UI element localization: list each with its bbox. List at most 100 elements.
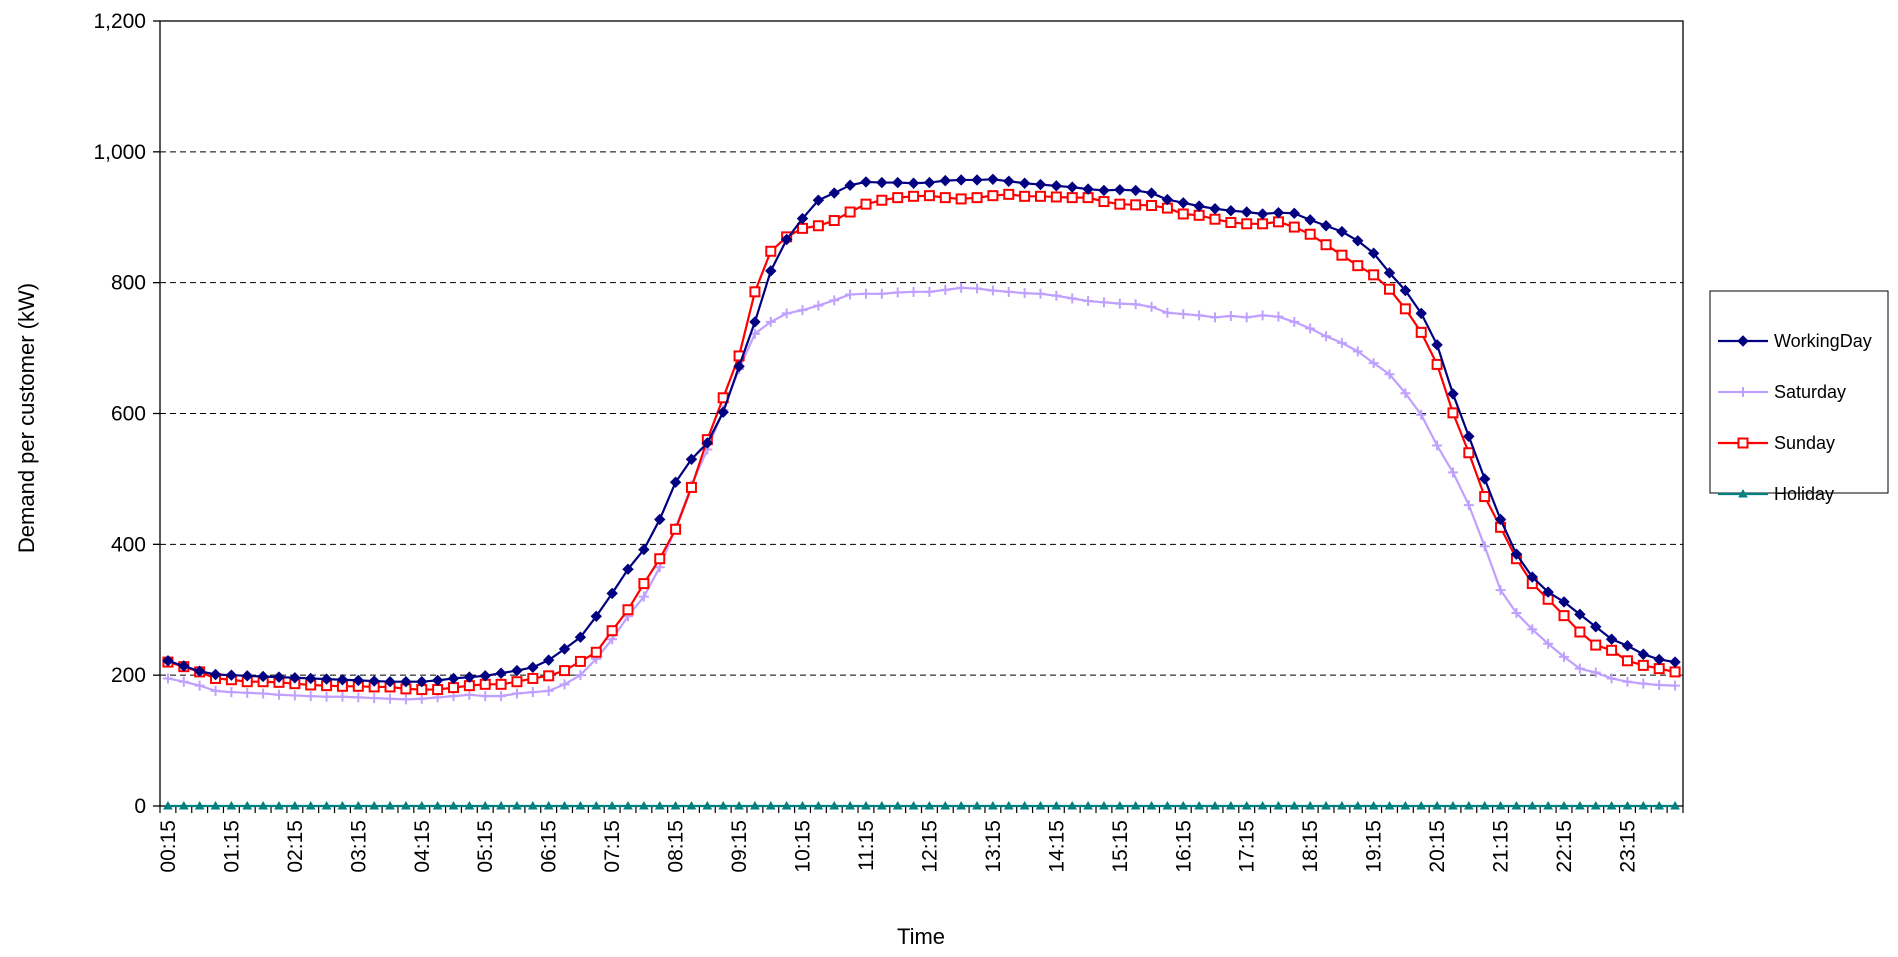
data-point: [511, 676, 523, 688]
data-point: [987, 190, 999, 202]
data-point: [527, 661, 539, 674]
data-point: [1066, 181, 1078, 193]
x-tick-label: 07:15: [601, 820, 624, 873]
data-point: [1670, 680, 1681, 691]
data-point: [1114, 198, 1126, 210]
data-point: [622, 604, 634, 616]
series-line-sunday: [167, 193, 1676, 691]
x-tick-label: 02:15: [284, 820, 307, 873]
legend-label: Sunday: [1774, 433, 1835, 453]
data-point: [1289, 316, 1300, 327]
data-point: [480, 691, 491, 702]
data-point: [718, 800, 729, 810]
data-point: [1162, 800, 1173, 810]
data-point: [1511, 800, 1522, 810]
data-point: [1130, 299, 1141, 310]
data-point: [385, 693, 396, 704]
data-point: [955, 174, 967, 186]
data-point: [162, 673, 173, 684]
data-point: [1432, 440, 1443, 451]
data-point: [1130, 199, 1142, 211]
data-point: [606, 587, 618, 600]
legend-label: Saturday: [1774, 382, 1846, 402]
data-point: [765, 800, 776, 810]
data-point: [908, 800, 919, 810]
data-point: [1416, 800, 1427, 810]
data-point: [1605, 633, 1618, 645]
data-point: [1590, 667, 1601, 678]
x-tick-label: 23:15: [1616, 820, 1639, 873]
series-holiday: [163, 800, 1680, 810]
data-point: [607, 800, 618, 810]
series-line-workingday: [167, 178, 1676, 683]
data-point: [305, 691, 316, 702]
series-saturday: [162, 282, 1681, 705]
data-point: [305, 800, 316, 810]
data-point: [1019, 190, 1031, 202]
data-point: [1400, 388, 1411, 399]
data-point: [1558, 596, 1570, 608]
data-point: [829, 800, 840, 810]
data-point: [448, 800, 459, 810]
data-point: [1241, 312, 1252, 323]
data-point: [1003, 286, 1014, 297]
data-point: [447, 682, 459, 694]
data-point: [1399, 303, 1411, 315]
data-point: [194, 800, 205, 810]
data-point: [1478, 473, 1491, 485]
data-point: [1114, 298, 1125, 309]
data-point: [463, 671, 476, 683]
data-point: [1606, 673, 1617, 684]
data-point: [591, 800, 602, 810]
data-point: [813, 300, 824, 311]
data-point: [1273, 311, 1284, 322]
data-point: [1067, 293, 1078, 304]
data-point: [1431, 339, 1443, 351]
data-point: [511, 688, 522, 699]
data-point: [1336, 249, 1348, 261]
data-point: [210, 685, 221, 696]
data-point: [464, 800, 475, 810]
data-point: [320, 673, 333, 685]
data-point: [797, 800, 808, 810]
data-point: [321, 691, 332, 702]
y-tick-label: 0: [134, 795, 146, 818]
data-point: [939, 174, 952, 187]
data-point: [1321, 800, 1331, 810]
x-tick-label: 08:15: [665, 820, 688, 873]
data-point: [940, 800, 951, 810]
data-point: [750, 800, 760, 810]
data-point: [828, 187, 840, 199]
x-tick-label: 22:15: [1553, 820, 1576, 873]
data-point: [1304, 214, 1316, 226]
data-point: [1638, 800, 1649, 810]
data-point: [479, 670, 491, 682]
data-point: [1574, 663, 1585, 674]
legend-marker: [1738, 488, 1748, 498]
x-tick-label: 17:15: [1236, 820, 1259, 873]
y-axis: 0 200 400 600 800 1,000 1,200: [93, 10, 160, 818]
data-point: [1415, 307, 1427, 320]
data-point: [1463, 447, 1475, 459]
data-point: [258, 688, 269, 699]
data-point: [1590, 639, 1602, 651]
data-point: [956, 800, 967, 810]
data-point: [796, 212, 809, 225]
data-point: [1336, 337, 1347, 348]
data-point: [1146, 199, 1158, 211]
data-point: [512, 800, 522, 810]
data-point: [1463, 500, 1474, 511]
data-point: [670, 523, 682, 535]
data-point: [781, 308, 792, 319]
data-point: [1241, 218, 1253, 230]
data-point: [813, 800, 824, 810]
data-point: [1543, 800, 1554, 810]
data-point: [1177, 208, 1189, 220]
y-tick-label: 800: [111, 272, 146, 295]
data-point: [1336, 225, 1348, 238]
data-point: [987, 285, 998, 296]
data-point: [559, 679, 570, 690]
data-point: [194, 680, 205, 691]
data-point: [717, 406, 729, 418]
data-point: [273, 671, 285, 683]
